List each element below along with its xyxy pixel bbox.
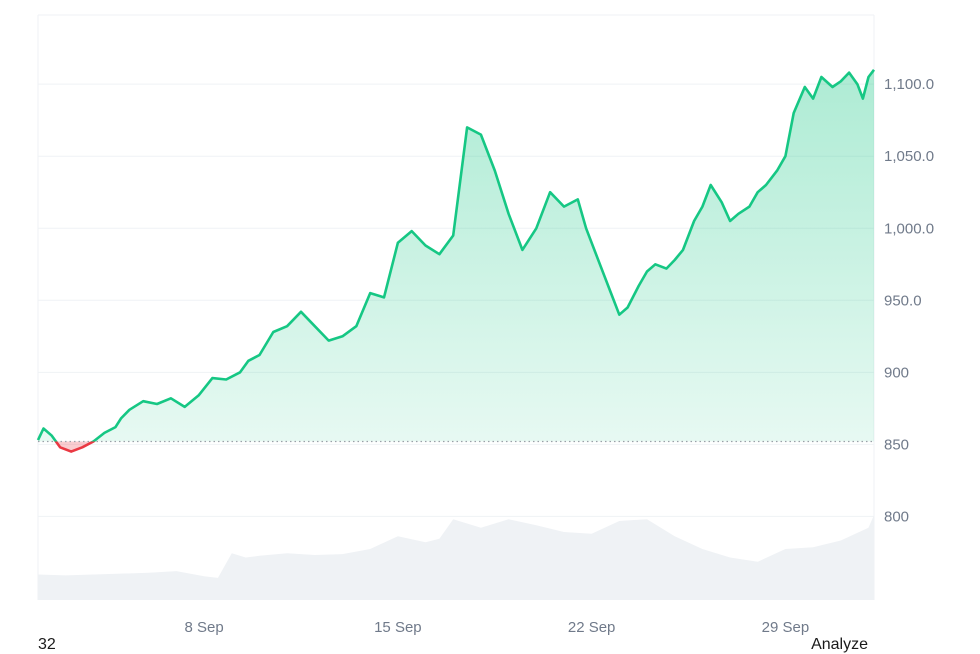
data-point: [69, 449, 74, 454]
data-point: [747, 204, 752, 209]
data-point: [664, 266, 669, 271]
data-point: [113, 425, 118, 430]
data-point: [589, 240, 594, 245]
data-point: [811, 96, 816, 101]
data-point: [312, 324, 317, 329]
data-point: [141, 399, 146, 404]
data-point: [196, 393, 201, 398]
data-point: [645, 269, 650, 274]
data-point: [395, 240, 400, 245]
data-point: [719, 200, 724, 205]
data-point: [597, 262, 602, 267]
data-point: [855, 82, 860, 87]
data-point: [506, 211, 511, 216]
data-point: [860, 96, 865, 101]
data-point: [182, 404, 187, 409]
data-point: [465, 125, 470, 130]
data-point: [562, 204, 567, 209]
x-tick-label: 22 Sep: [568, 619, 616, 636]
data-point: [728, 219, 733, 224]
data-point: [700, 204, 705, 209]
y-tick-label: 800: [884, 508, 909, 525]
data-point: [285, 324, 290, 329]
data-point: [548, 190, 553, 195]
data-point: [681, 247, 686, 252]
data-point: [437, 252, 442, 257]
data-point: [127, 407, 132, 412]
data-point: [783, 154, 788, 159]
x-axis: 8 Sep 15 Sep 22 Sep 29 Sep: [184, 619, 809, 636]
data-point: [299, 309, 304, 314]
data-point: [409, 229, 414, 234]
data-point: [257, 353, 262, 358]
data-point: [872, 67, 877, 72]
data-point: [625, 305, 630, 310]
data-point: [271, 330, 276, 335]
data-point: [636, 283, 641, 288]
data-point: [764, 183, 769, 188]
price-line: [36, 67, 877, 454]
data-point: [326, 338, 331, 343]
data-point: [838, 79, 843, 84]
data-point: [755, 190, 760, 195]
volume-area: [38, 515, 874, 600]
data-point: [520, 247, 525, 252]
y-tick-label: 1,100.0: [884, 76, 934, 93]
data-point: [819, 75, 824, 80]
data-point: [692, 219, 697, 224]
volume-area-shape: [38, 515, 874, 600]
data-point: [672, 258, 677, 263]
data-point: [609, 291, 614, 296]
data-point: [155, 402, 160, 407]
data-point: [534, 226, 539, 231]
x-tick-label: 15 Sep: [374, 619, 422, 636]
data-point: [802, 85, 807, 90]
data-point: [168, 396, 173, 401]
x-tick-label: 29 Sep: [762, 619, 810, 636]
data-point: [238, 370, 243, 375]
data-point: [492, 168, 497, 173]
data-point: [708, 183, 713, 188]
data-point: [354, 324, 359, 329]
footer-count: 32: [38, 636, 56, 653]
x-tick-label: 8 Sep: [184, 619, 223, 636]
data-point: [847, 70, 852, 75]
data-point: [80, 445, 85, 450]
data-point: [49, 433, 54, 438]
y-axis: 800 850 900 950.0 1,000.0 1,050.0 1,100.0: [884, 76, 934, 525]
data-point: [368, 291, 373, 296]
data-point: [224, 377, 229, 382]
data-point: [575, 197, 580, 202]
data-point: [102, 430, 107, 435]
data-point: [617, 312, 622, 317]
data-point: [58, 445, 63, 450]
y-tick-label: 950.0: [884, 292, 922, 309]
y-tick-label: 900: [884, 364, 909, 381]
data-point: [246, 358, 251, 363]
data-point: [736, 211, 741, 216]
data-point: [36, 438, 41, 443]
data-point: [423, 243, 428, 248]
data-point: [340, 334, 345, 339]
data-point: [791, 111, 796, 116]
y-tick-label: 1,050.0: [884, 148, 934, 165]
data-point: [119, 416, 124, 421]
area-above-baseline: [38, 69, 874, 442]
data-point: [91, 439, 96, 444]
data-point: [775, 168, 780, 173]
data-point: [584, 226, 589, 231]
y-tick-label: 850: [884, 436, 909, 453]
data-point: [451, 233, 456, 238]
data-point: [866, 75, 871, 80]
price-line-up: [36, 69, 876, 442]
data-point: [478, 132, 483, 137]
data-point: [382, 295, 387, 300]
data-point: [41, 426, 46, 431]
data-point: [830, 85, 835, 90]
y-tick-label: 1,000.0: [884, 220, 934, 237]
data-point: [653, 262, 658, 267]
data-point: [210, 376, 215, 381]
analyze-button[interactable]: Analyze: [811, 636, 868, 653]
